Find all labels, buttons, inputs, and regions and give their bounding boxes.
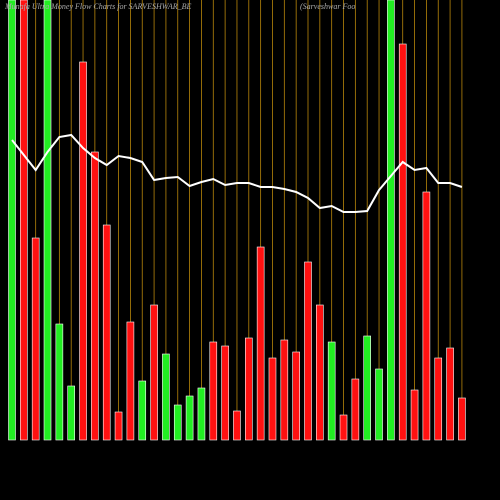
bar <box>304 261 312 441</box>
bar <box>387 0 395 441</box>
bar <box>114 411 123 441</box>
bar <box>20 0 28 441</box>
bar <box>67 385 75 441</box>
bar <box>363 335 372 441</box>
bar <box>126 321 135 441</box>
bar <box>209 341 218 441</box>
bar <box>292 351 300 441</box>
bar <box>79 61 87 441</box>
bar <box>197 387 206 441</box>
bar <box>327 341 336 441</box>
bar <box>316 304 324 441</box>
bar <box>43 0 52 441</box>
bar <box>422 191 431 441</box>
bar <box>233 410 241 441</box>
bar <box>162 353 170 441</box>
bar <box>398 43 407 441</box>
chart-subtitle: (Sarveshwar Foo <box>300 2 355 11</box>
bar <box>268 357 277 441</box>
bar <box>245 337 253 441</box>
bar <box>410 389 419 441</box>
bar <box>256 246 265 441</box>
bar <box>446 347 454 441</box>
bar <box>173 404 182 441</box>
plot <box>8 0 466 441</box>
bar <box>351 378 360 441</box>
money-flow-line <box>11 133 463 213</box>
bar <box>375 368 383 441</box>
bar <box>31 237 40 441</box>
bar <box>221 345 229 441</box>
bar <box>102 224 111 441</box>
bar <box>55 323 64 441</box>
chart-title: Munafa Ultra Money Flow Charts for SARVE… <box>4 2 192 11</box>
bar <box>458 397 466 441</box>
bar <box>8 0 16 441</box>
bar <box>280 339 289 441</box>
bar <box>91 151 99 441</box>
bar <box>150 304 158 441</box>
bar <box>138 380 147 441</box>
bar <box>185 395 194 441</box>
bar <box>339 414 348 441</box>
bar <box>434 357 443 441</box>
